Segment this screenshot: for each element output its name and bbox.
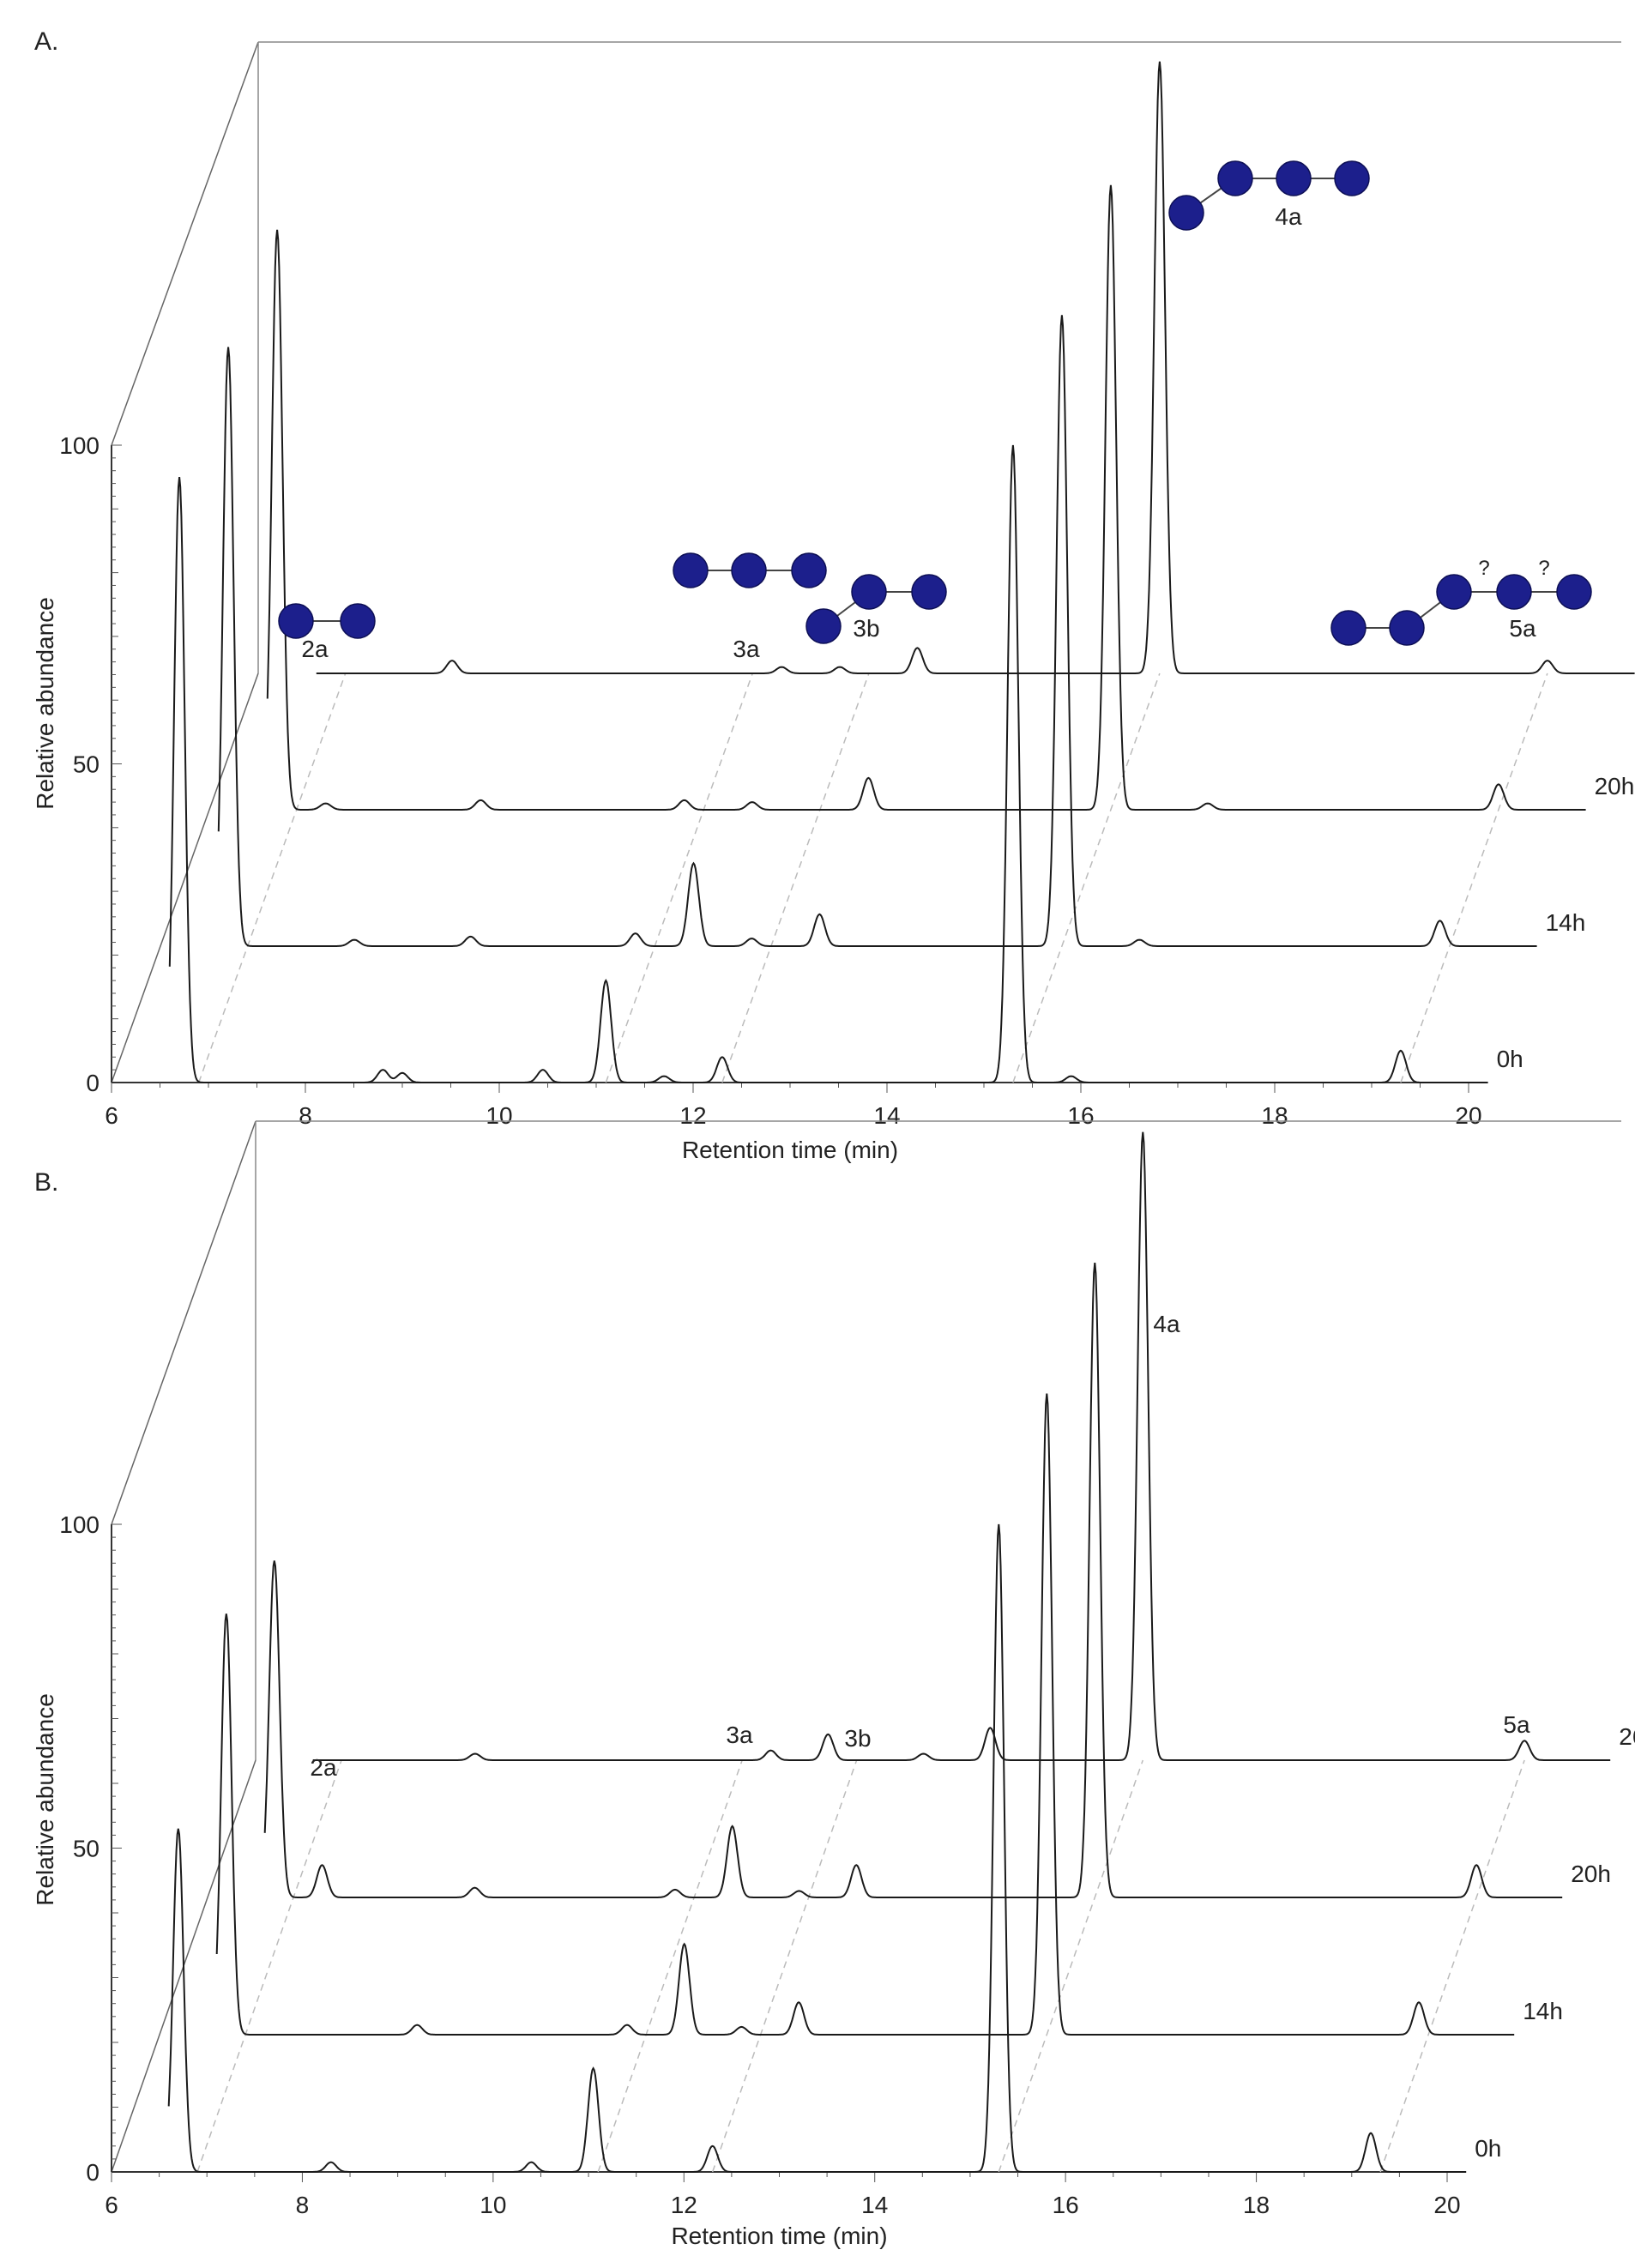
frame-diagonal-top — [111, 1120, 256, 1525]
y-axis-label: Relative abundance — [32, 1693, 58, 1906]
glucose-residue-icon — [1217, 160, 1253, 196]
glucose-residue-icon — [1436, 574, 1472, 610]
glucose-residue-icon — [1168, 195, 1204, 231]
x-tick-label: 10 — [486, 1102, 512, 1129]
glucose-residue-icon — [1334, 160, 1370, 196]
peak-guide-line — [597, 1759, 743, 2173]
peak-label-4a: 4a — [1153, 1311, 1180, 1337]
glucose-residue-icon — [911, 574, 947, 610]
peak-guide-line — [1400, 673, 1548, 1083]
x-tick-label: 20 — [1433, 2192, 1460, 2218]
trace-20h — [266, 184, 1586, 811]
x-tick-label: 8 — [296, 2192, 310, 2218]
y-tick-label: 0 — [86, 1070, 100, 1096]
x-tick-label: 10 — [480, 2192, 506, 2218]
trace-26h — [316, 61, 1635, 674]
peak-label-2a: 2a — [301, 636, 329, 662]
linkage-uncertain-mark: ? — [1478, 557, 1489, 580]
peak-guide-line — [998, 1759, 1144, 2173]
x-tick-label: 6 — [105, 1102, 118, 1129]
x-axis-label: Retention time (min) — [671, 2223, 887, 2249]
glycan-3b — [805, 574, 947, 644]
x-tick-label: 20 — [1455, 1102, 1481, 1129]
peak-guide-line — [196, 1759, 342, 2173]
glucose-residue-icon — [1330, 610, 1367, 646]
peak-guide-line — [721, 673, 870, 1083]
glucose-residue-icon — [673, 552, 709, 588]
trace-0h — [167, 1523, 1467, 2173]
peak-label-2a: 2a — [310, 1754, 337, 1781]
peak-guide-line — [711, 1759, 858, 2173]
glucose-residue-icon — [1389, 610, 1425, 646]
glycan-2a — [278, 603, 376, 639]
glycan-3a — [673, 552, 827, 588]
glycan-5a — [1330, 574, 1592, 646]
x-tick-label: 18 — [1243, 2192, 1270, 2218]
x-tick-label: 8 — [299, 1102, 312, 1129]
frame-diagonal-top — [111, 41, 259, 446]
y-tick-label: 100 — [59, 432, 100, 459]
glucose-residue-icon — [1276, 160, 1312, 196]
trace-20h — [263, 1263, 1563, 1898]
glucose-residue-icon — [340, 603, 376, 639]
x-tick-label: 18 — [1261, 1102, 1288, 1129]
glucose-residue-icon — [791, 552, 827, 588]
glucose-residue-icon — [731, 552, 767, 588]
glycan-4a — [1168, 160, 1370, 231]
trace-14h — [217, 315, 1537, 947]
trace-label-14h: 14h — [1546, 909, 1586, 936]
glucose-residue-icon — [851, 574, 887, 610]
y-axis-label: Relative abundance — [32, 597, 58, 810]
peak-guide-line — [197, 673, 347, 1083]
peak-label-3a: 3a — [733, 636, 760, 662]
trace-14h — [215, 1393, 1515, 2036]
linkage-uncertain-mark: ? — [1538, 557, 1549, 580]
frame-diagonal-bottom — [111, 673, 259, 1083]
panel-label-a: A. — [34, 27, 58, 56]
peak-label-5a: 5a — [1503, 1711, 1530, 1738]
x-tick-label: 14 — [861, 2192, 888, 2218]
y-tick-label: 100 — [59, 1511, 100, 1538]
peak-guide-line — [1012, 673, 1161, 1083]
x-tick-label: 16 — [1067, 1102, 1094, 1129]
glucose-residue-icon — [805, 608, 842, 644]
trace-label-0h: 0h — [1475, 2135, 1501, 2162]
peak-label-4a: 4a — [1275, 203, 1302, 230]
peak-label-3b: 3b — [844, 1725, 871, 1752]
x-axis-label: Retention time (min) — [682, 1137, 898, 1163]
x-tick-label: 6 — [105, 2192, 118, 2218]
x-tick-label: 12 — [679, 1102, 706, 1129]
x-tick-label: 16 — [1053, 2192, 1079, 2218]
glucose-residue-icon — [278, 603, 314, 639]
panel-b-chart: B. 0 50 100 Relative abundance 6 8 10 12 14 16 18 20… — [32, 1120, 1635, 2249]
trace-label-20h: 20h — [1595, 773, 1635, 799]
y-tick-label: 50 — [73, 1836, 100, 1862]
peak-guide-line — [605, 673, 754, 1083]
trace-label-26h: 26h — [1619, 1723, 1635, 1750]
peak-label-3b: 3b — [853, 615, 879, 642]
peak-label-5a: 5a — [1509, 615, 1536, 642]
x-tick-label: 12 — [671, 2192, 697, 2218]
trace-label-14h: 14h — [1523, 1998, 1563, 2024]
y-tick-label: 50 — [73, 751, 100, 778]
peak-guide-line — [1379, 1759, 1525, 2173]
x-tick-label: 14 — [873, 1102, 900, 1129]
trace-0h — [168, 444, 1488, 1083]
panel-a-chart: A. 0 50 100 Relative abundance 6 8 10 12 14 16 18 20… — [32, 27, 1635, 1163]
y-tick-label: 0 — [86, 2159, 100, 2186]
trace-26h — [312, 1131, 1611, 1761]
trace-label-0h: 0h — [1497, 1046, 1523, 1072]
glucose-residue-icon — [1496, 574, 1532, 610]
panel-label-b: B. — [34, 1168, 58, 1197]
peak-label-3a: 3a — [726, 1722, 753, 1748]
trace-label-20h: 20h — [1571, 1861, 1611, 1887]
glucose-residue-icon — [1556, 574, 1592, 610]
